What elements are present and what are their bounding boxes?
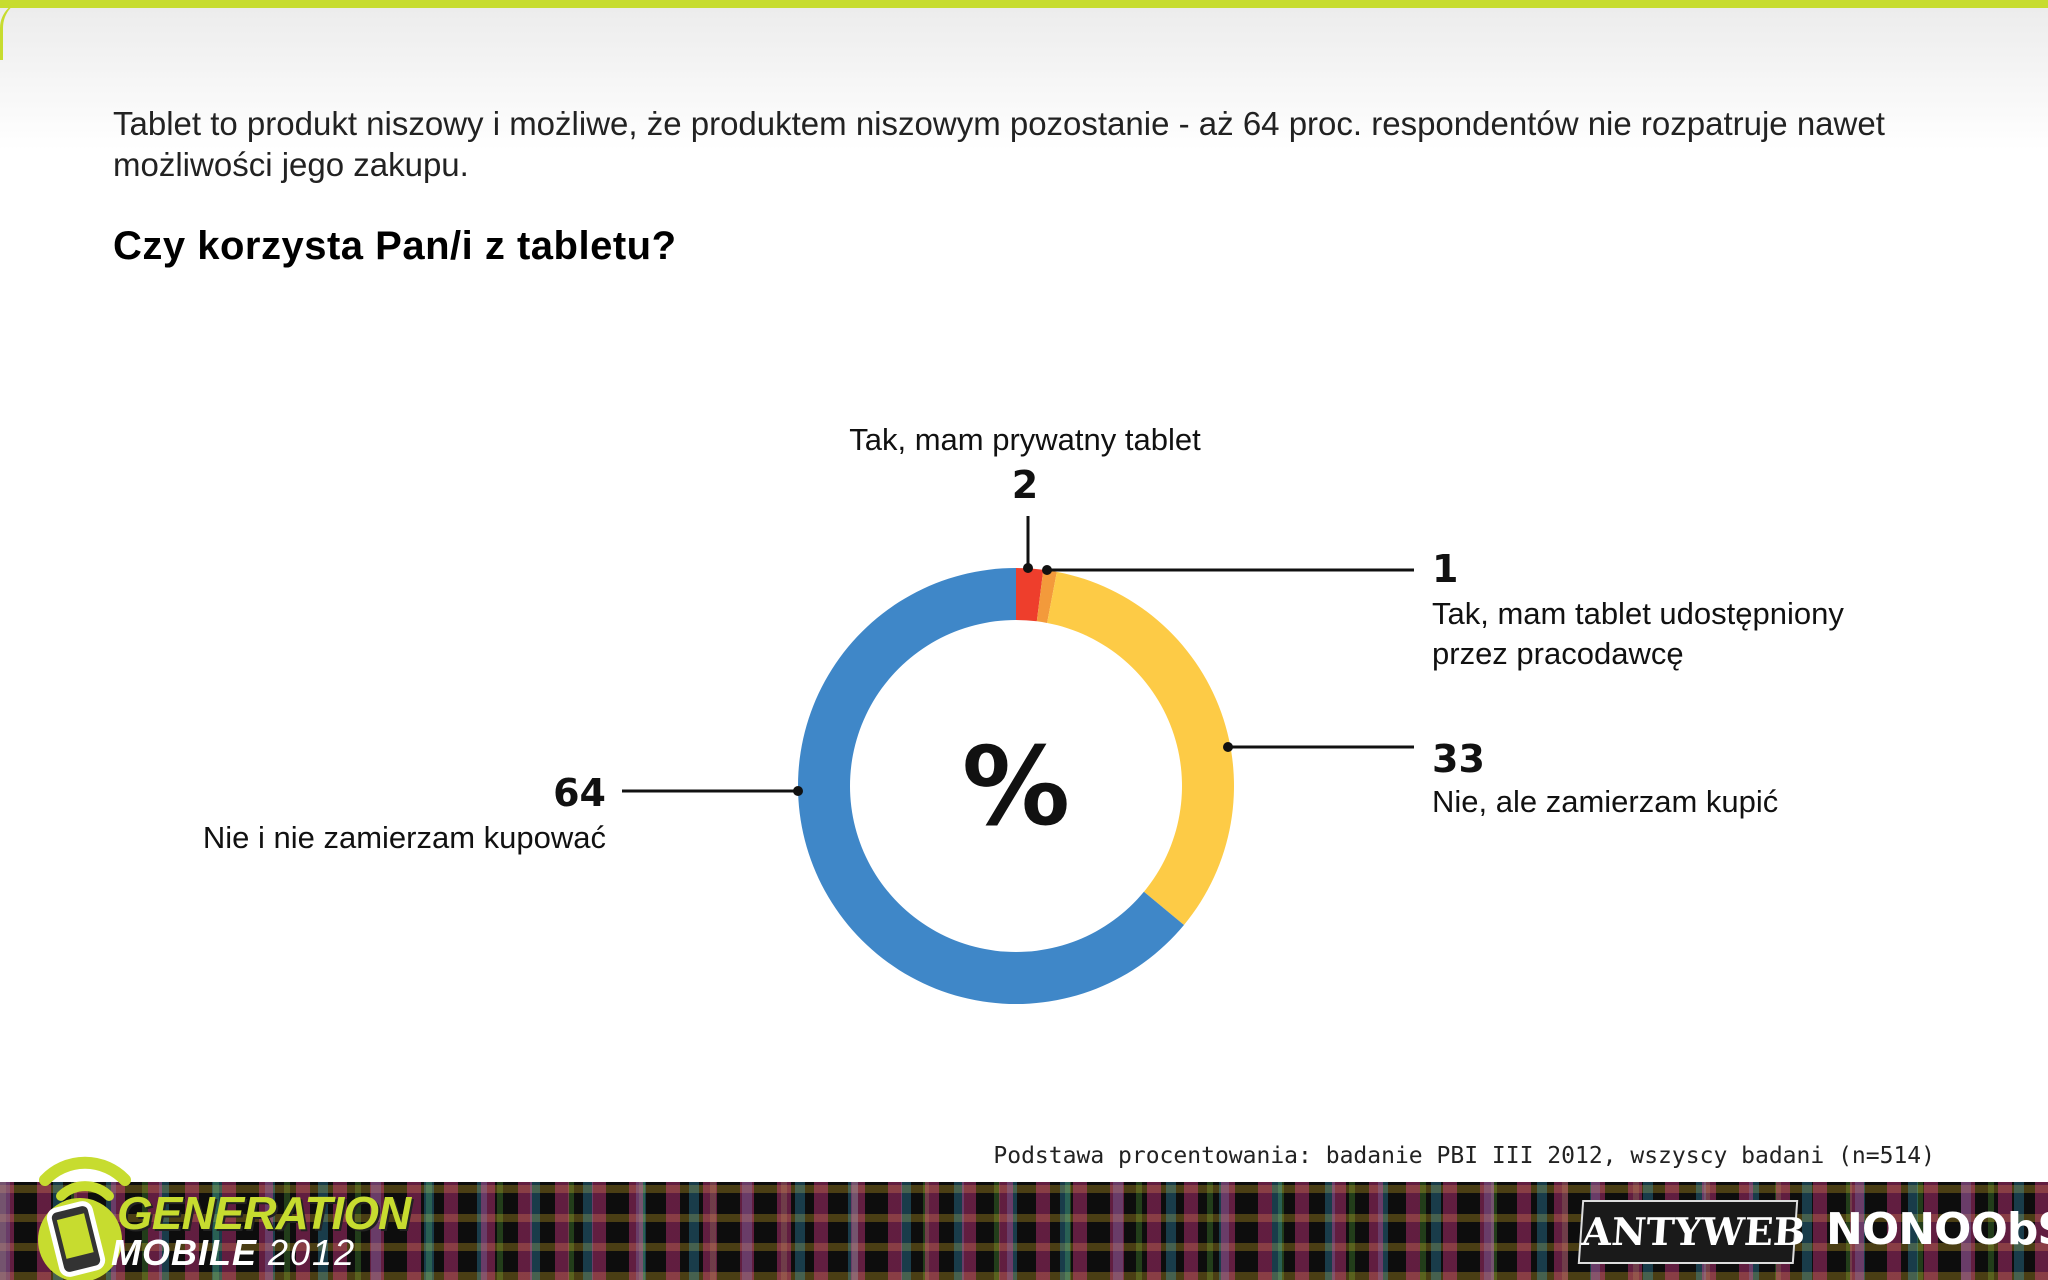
slice-category-label-2-1: Tak, mam tablet udostępniony	[1432, 596, 1844, 631]
phone-signal-icon	[38, 1156, 131, 1280]
leader-dot-3	[1223, 742, 1233, 752]
antyweb-logo: ANTYWEB	[1577, 1200, 1807, 1264]
intro-text: Tablet to produkt niszowy i możliwe, że …	[113, 105, 1885, 183]
logo-line-generation: GENERATION	[117, 1187, 411, 1239]
slice-value-label-3: 33	[1432, 737, 1485, 781]
center-percent-label: %	[962, 725, 1070, 850]
question-title: Czy korzysta Pan/i z tabletu?	[113, 224, 677, 268]
slice-category-label-3-1: Nie, ale zamierzam kupić	[1432, 784, 1778, 819]
slice-value-label-1: 2	[1012, 463, 1038, 507]
logo-line-mobile: MOBILE 2012	[111, 1232, 356, 1274]
donut-slice-3	[1047, 571, 1234, 925]
header-background	[0, 0, 2048, 150]
logo-year: 2012	[268, 1232, 357, 1273]
slice-category-label-1-1: Tak, mam prywatny tablet	[849, 422, 1201, 457]
footnote: Podstawa procentowania: badanie PBI III …	[993, 1143, 1935, 1169]
header-accent-line	[0, 0, 2048, 8]
donut-slice-2	[1036, 569, 1057, 623]
leader-dot-4	[793, 786, 803, 796]
generation-mobile-logo: GENERATION MOBILE 2012	[25, 1120, 425, 1280]
frame-corner	[0, 0, 33, 60]
donut-slice-1	[1016, 568, 1044, 622]
leader-dot-2	[1042, 565, 1052, 575]
slice-value-label-2: 1	[1432, 547, 1458, 591]
slice-category-label-4-1: Nie i nie zamierzam kupować	[203, 820, 606, 855]
leader-dot-1	[1023, 563, 1033, 573]
slice-category-label-2-2: przez pracodawcę	[1432, 636, 1684, 671]
slice-value-label-4: 64	[553, 771, 606, 815]
nonoobs-logo: NONOObS	[1826, 1204, 2048, 1255]
logo-word-mobile: MOBILE	[111, 1232, 257, 1273]
donut-slice-4	[798, 568, 1184, 1004]
